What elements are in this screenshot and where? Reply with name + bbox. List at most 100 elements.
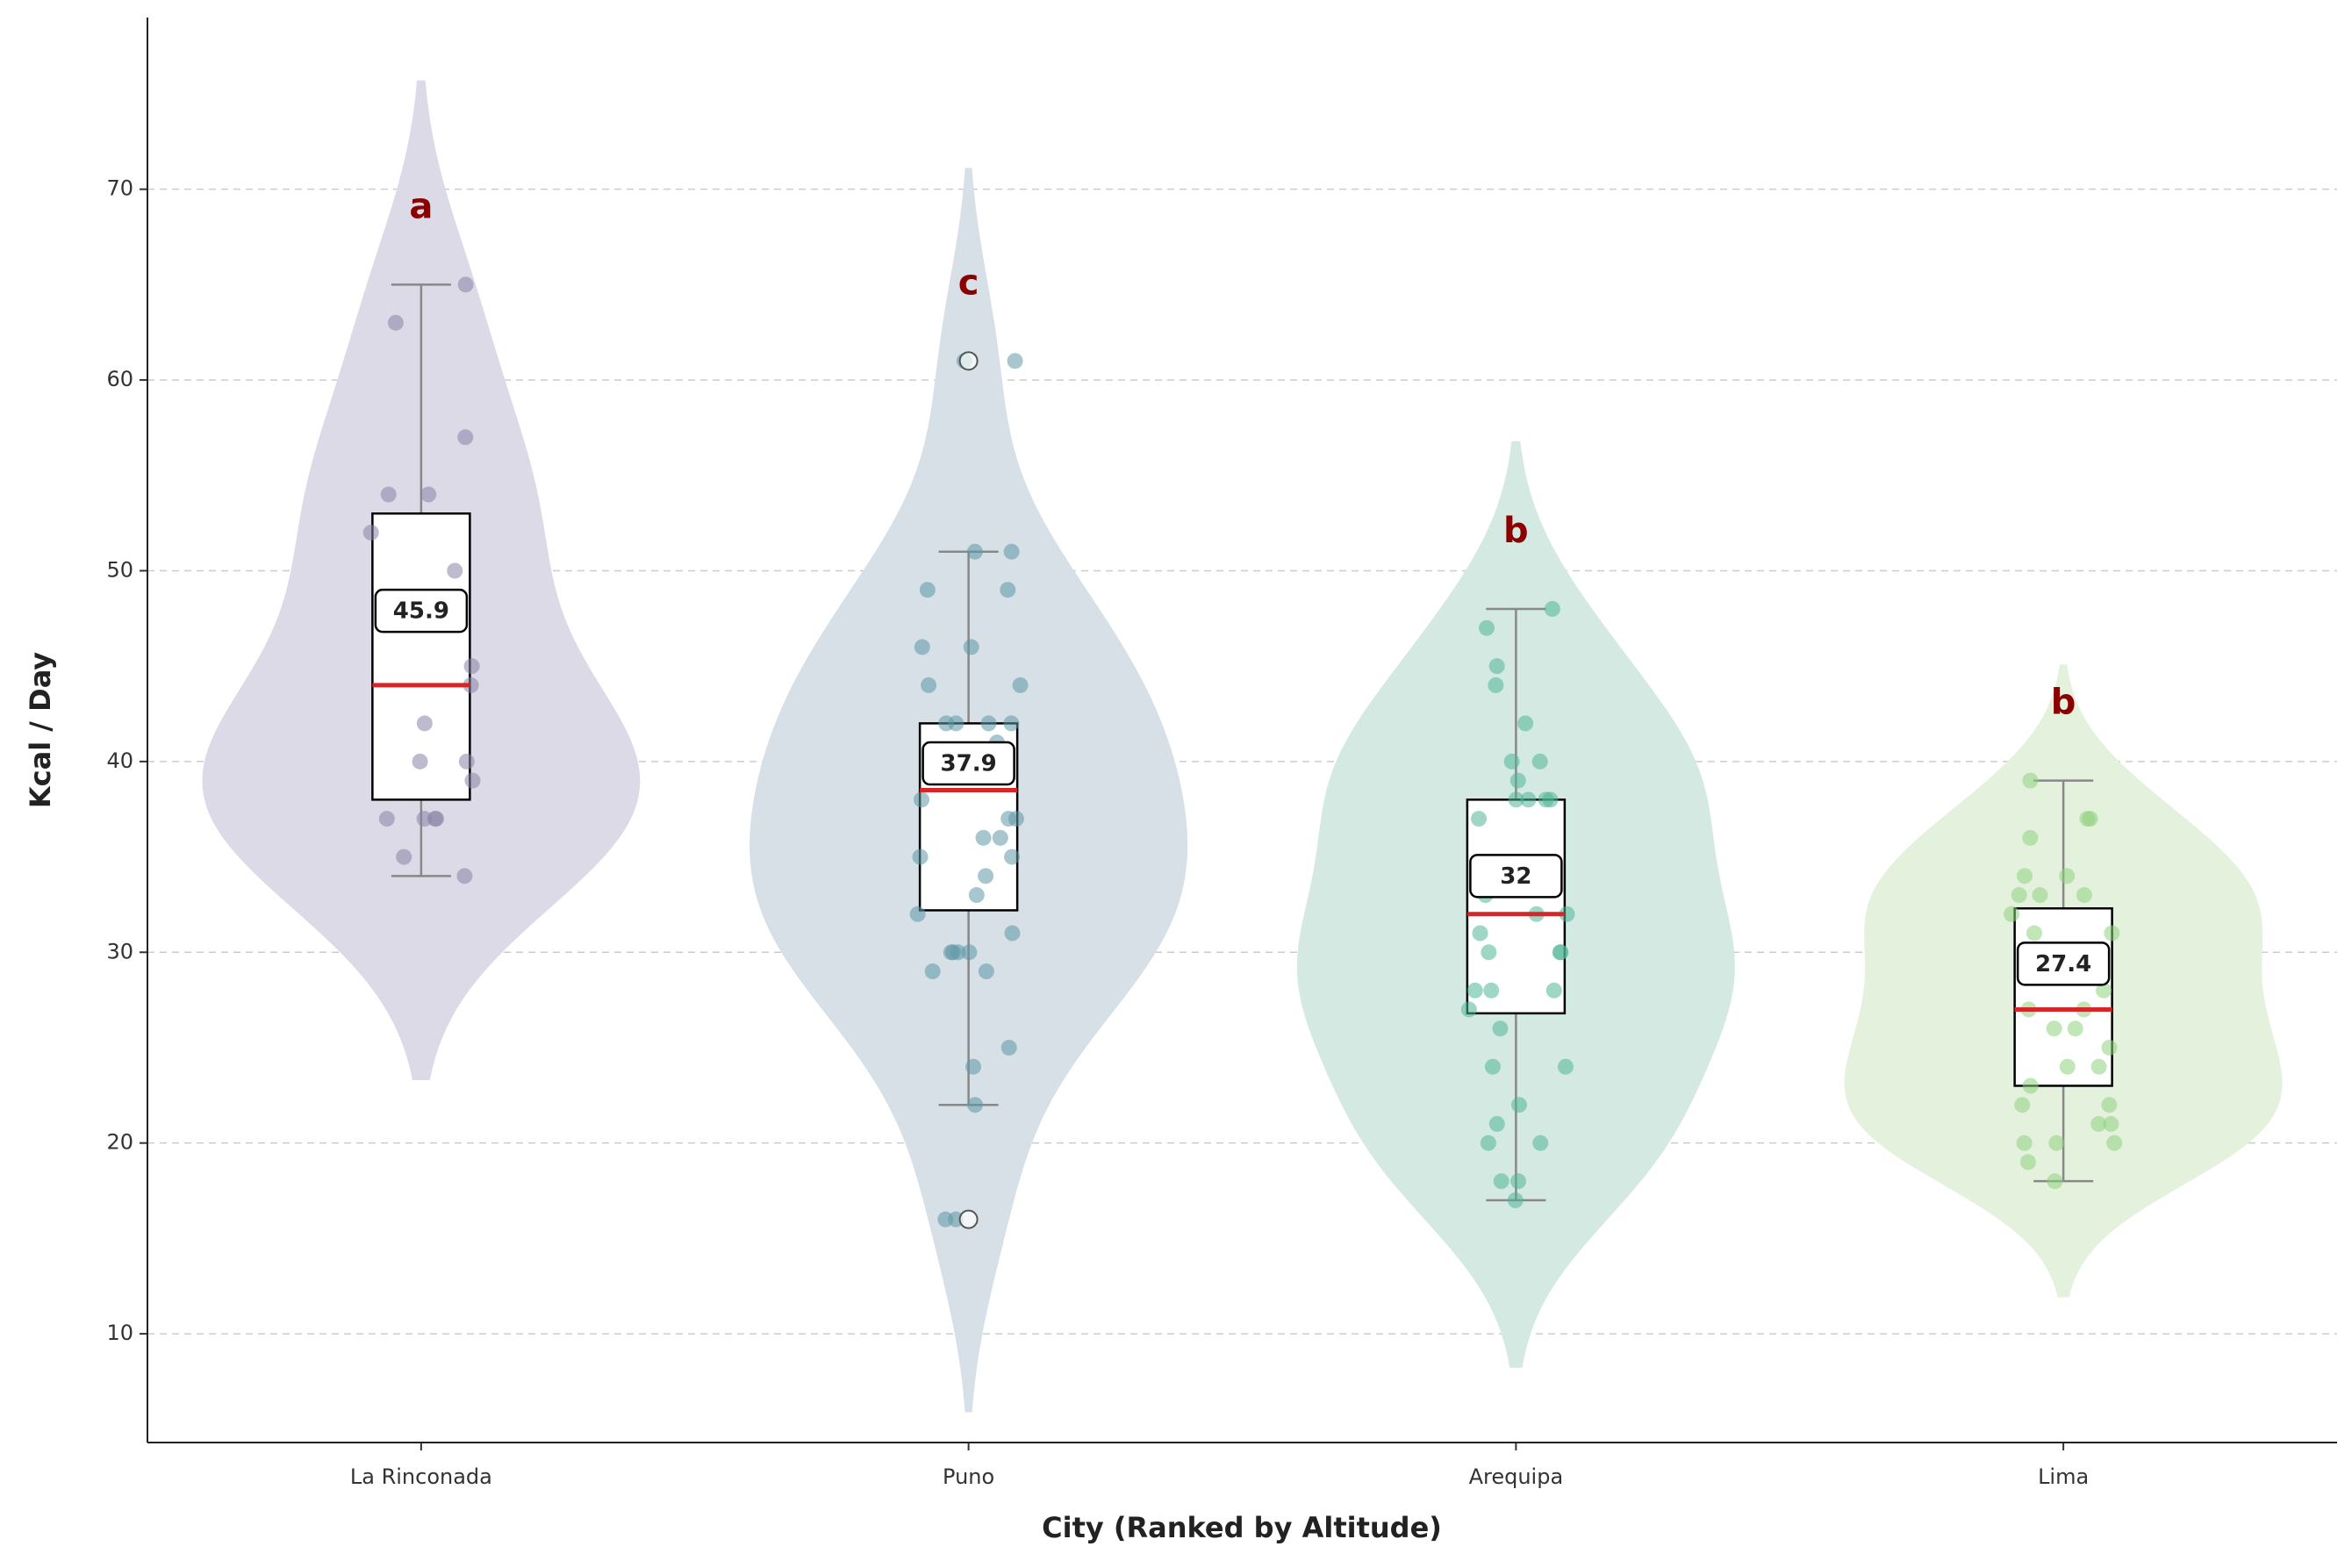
data-point: [1484, 1058, 1501, 1075]
data-point: [464, 772, 481, 789]
data-point: [1003, 543, 1020, 560]
x-tick-label: Puno: [943, 1464, 994, 1489]
data-point: [2059, 868, 2076, 884]
data-point: [1000, 582, 1016, 598]
data-point: [1520, 791, 1537, 808]
data-point: [1466, 982, 1483, 999]
x-tick-label: La Rinconada: [350, 1464, 492, 1489]
data-point: [943, 944, 959, 961]
significance-letter: b: [1503, 511, 1529, 551]
data-point: [456, 868, 473, 884]
y-tick-label: 50: [106, 557, 133, 582]
data-point: [463, 658, 480, 675]
x-tick-label: Lima: [2038, 1464, 2089, 1489]
data-point: [2090, 1058, 2107, 1075]
data-point: [1559, 906, 1575, 922]
data-point: [912, 848, 929, 865]
significance-letter: a: [409, 186, 433, 226]
outlier: [958, 351, 979, 371]
data-point: [965, 1058, 982, 1075]
data-point: [2046, 1020, 2062, 1037]
mean-label-box: [1469, 854, 1563, 899]
data-point: [447, 562, 463, 579]
data-point: [387, 314, 404, 331]
data-point: [2016, 1135, 2033, 1151]
data-point: [919, 582, 936, 598]
data-point: [1007, 353, 1023, 369]
data-point: [2103, 1115, 2119, 1132]
data-point: [1004, 925, 1021, 942]
data-point: [1480, 1135, 1496, 1151]
data-point: [1532, 1135, 1549, 1151]
data-point: [937, 1211, 954, 1228]
mean-label: 27.4: [2035, 951, 2091, 977]
y-axis-label: Kcal / Day: [24, 652, 57, 808]
data-point: [1488, 677, 1504, 693]
data-point: [1000, 1039, 1017, 1056]
data-point: [1004, 848, 1021, 865]
y-tick-label: 40: [106, 748, 133, 773]
data-point: [416, 715, 433, 732]
data-point: [2004, 906, 2020, 922]
data-point: [1003, 715, 1020, 732]
mean-label: 37.9: [941, 751, 997, 777]
data-point: [2014, 1097, 2031, 1113]
data-point: [1557, 1058, 1574, 1075]
data-point: [975, 829, 992, 846]
data-point: [978, 868, 994, 884]
data-point: [1472, 925, 1488, 942]
data-point: [1510, 1097, 1527, 1113]
data-point: [914, 791, 930, 808]
data-point: [961, 944, 978, 961]
data-point: [1542, 791, 1559, 808]
data-point: [2079, 811, 2096, 827]
data-point: [2011, 887, 2027, 904]
data-point: [2022, 772, 2039, 789]
outlier: [958, 1209, 979, 1229]
data-point: [2101, 1097, 2118, 1113]
data-point: [1488, 658, 1505, 675]
data-point: [1531, 753, 1548, 770]
data-point: [463, 677, 479, 693]
data-point: [909, 906, 926, 922]
data-point: [1545, 982, 1562, 999]
data-point: [2026, 925, 2042, 942]
data-point: [1012, 677, 1029, 693]
data-point: [1481, 944, 1497, 961]
data-point: [2022, 829, 2039, 846]
significance-letter: c: [958, 262, 979, 303]
data-point: [2101, 1039, 2118, 1056]
y-tick-label: 70: [106, 176, 133, 201]
data-point: [1509, 772, 1526, 789]
data-point: [378, 811, 395, 827]
data-point: [457, 429, 474, 446]
data-point: [992, 829, 1008, 846]
data-point: [2017, 868, 2033, 884]
data-point: [1488, 1115, 1505, 1132]
data-point: [967, 1097, 984, 1113]
box: [371, 512, 471, 801]
data-point: [2096, 982, 2112, 999]
y-tick-label: 20: [106, 1130, 133, 1155]
data-point: [457, 276, 474, 293]
data-point: [2059, 1058, 2076, 1075]
data-point: [2032, 887, 2048, 904]
x-axis-label: City (Ranked by Altitude): [1042, 1511, 1442, 1544]
data-point: [420, 486, 437, 503]
data-point: [1460, 1001, 1477, 1018]
data-point: [1508, 791, 1524, 808]
x-tick-label: Arequipa: [1469, 1464, 1564, 1489]
data-point: [1517, 715, 1534, 732]
data-point: [2047, 1173, 2063, 1190]
data-point: [428, 811, 445, 827]
data-point: [1483, 982, 1500, 999]
data-point: [396, 848, 412, 865]
mean-label: 32: [1500, 863, 1531, 890]
y-tick-label: 60: [106, 367, 133, 391]
mean-label-box: [374, 588, 469, 634]
data-point: [458, 753, 475, 770]
data-point: [1510, 1173, 1527, 1190]
data-point: [1503, 753, 1520, 770]
mean-label-box: [2016, 942, 2111, 986]
